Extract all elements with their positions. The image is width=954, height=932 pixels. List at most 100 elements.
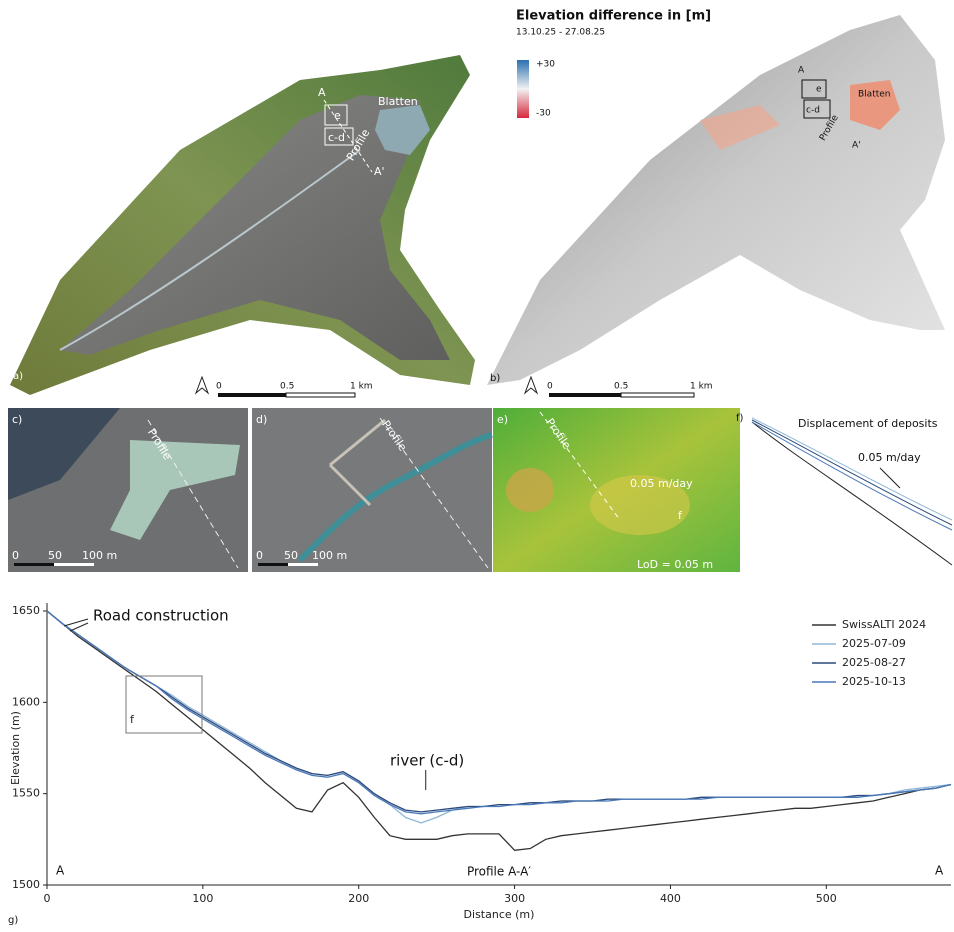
x-axis-label: Distance (m) (464, 908, 535, 921)
place-label: Blatten (378, 95, 418, 108)
scale-bar (54, 563, 94, 566)
annotation: f (130, 713, 135, 726)
river (59, 149, 361, 351)
legend-label: 2025-10-13 (842, 675, 906, 688)
profile-line (751, 421, 953, 566)
profile-line (147, 419, 239, 569)
scale-bar (218, 393, 286, 397)
box-cd (803, 99, 831, 119)
scale-label: 1 km (350, 382, 373, 392)
profile-line (751, 421, 953, 531)
scale-bar (288, 563, 318, 566)
legend-label: SwissALTI 2024 (842, 618, 926, 631)
x-tick-label: 300 (504, 892, 525, 905)
annotation-arrow (63, 618, 89, 627)
profile-line (751, 419, 953, 526)
box-label: e (334, 109, 341, 122)
color-bar-label: +30 (536, 60, 555, 70)
profile-line (751, 417, 953, 521)
inset-box (125, 675, 203, 734)
panel-title: Displacement of deposits (798, 417, 938, 430)
north-arrow (194, 375, 210, 395)
color-bar-label: -30 (536, 109, 551, 119)
legend-subtitle: 13.10.25 - 27.08.25 (516, 28, 605, 38)
scale-bar (258, 563, 288, 566)
panel-c: Profile c) 0 50 100 m (8, 408, 248, 572)
scale-label: 50 (48, 549, 62, 562)
change-area (506, 468, 554, 512)
lake (110, 440, 240, 540)
y-tick-label: 1600 (12, 695, 40, 708)
scale-label: 0 (547, 382, 553, 392)
annotation: A (56, 864, 65, 878)
chart: 1500 1550 1600 1650 0 100 200 300 400 500 Elevatio… (8, 603, 952, 926)
profile-line (539, 411, 621, 521)
deposit (60, 95, 450, 360)
scale-label: 0 (256, 549, 263, 562)
annotation: Road construction (93, 607, 229, 625)
scale-label: 0.5 (614, 382, 628, 392)
line (46, 610, 952, 824)
shadow (8, 408, 120, 500)
scale-label: 0 (12, 549, 19, 562)
box-label: c-d (806, 106, 820, 116)
change-area (700, 105, 780, 150)
panel-b: e c-d A A' Profile Blatten Elevation dif… (487, 9, 945, 398)
color-bar (517, 60, 529, 118)
scale-label: 0 (216, 382, 222, 392)
north-arrow (523, 375, 539, 395)
scale-bar (285, 392, 356, 398)
box-label: c-d (328, 131, 345, 144)
box-label: e (816, 85, 822, 95)
river (297, 432, 493, 563)
place-label: Blatten (858, 90, 891, 100)
x-tick-label: 0 (44, 892, 51, 905)
scale-label: 0.5 (280, 382, 294, 392)
annotation: Profile A-A′ (467, 865, 531, 879)
panel-d: Profile d) 0 50 100 m (252, 408, 493, 572)
scale-label: 100 m (82, 549, 117, 562)
panel-a: e c-d A A' Profile Blatten a) 0 0.5 1 km (10, 55, 475, 398)
panel-label: b) (490, 373, 500, 384)
line (46, 610, 952, 815)
panel-label: e) (497, 413, 508, 426)
legend-label: 2025-07-09 (842, 637, 906, 650)
legend-title: Elevation difference in [m] (516, 9, 711, 24)
lake (375, 105, 430, 155)
panel-label: g) (8, 915, 18, 926)
scale-label: 100 m (312, 549, 347, 562)
change-area (850, 80, 900, 130)
y-axis-label: Elevation (m) (9, 711, 22, 785)
panel-label: a) (13, 371, 23, 382)
scale-label: 50 (284, 549, 298, 562)
profile-line (323, 99, 373, 173)
panel-e: Profile 0.05 m/day f LoD = 0.05 m e) (493, 408, 740, 572)
scale-label: 1 km (690, 382, 713, 392)
change-area (590, 475, 690, 535)
annotation: river (c-d) (390, 752, 464, 770)
panel-label: c) (12, 413, 22, 426)
y-tick-label: 1650 (12, 604, 40, 617)
scale-bar (549, 393, 621, 397)
map-outline (487, 15, 945, 385)
point-label: A (798, 66, 805, 76)
line (46, 610, 952, 813)
arrow (879, 467, 901, 489)
panel-f: f) Displacement of deposits 0.05 m/day (736, 413, 953, 566)
road (328, 418, 386, 507)
photo (252, 408, 492, 572)
rate-label: 0.05 m/day (858, 451, 921, 464)
profile-line (379, 417, 489, 569)
x-tick-label: 500 (816, 892, 837, 905)
box-e (801, 79, 827, 99)
scale-bar (620, 392, 695, 398)
box-cd (324, 127, 354, 146)
point-label: A' (852, 141, 861, 151)
y-tick-label: 1550 (12, 787, 40, 800)
y-tick-label: 1500 (12, 878, 40, 891)
annotation-arrow (69, 622, 89, 632)
rate-label: 0.05 m/day (630, 477, 693, 490)
scale-bar (14, 563, 54, 566)
panel-label: d) (256, 413, 267, 426)
